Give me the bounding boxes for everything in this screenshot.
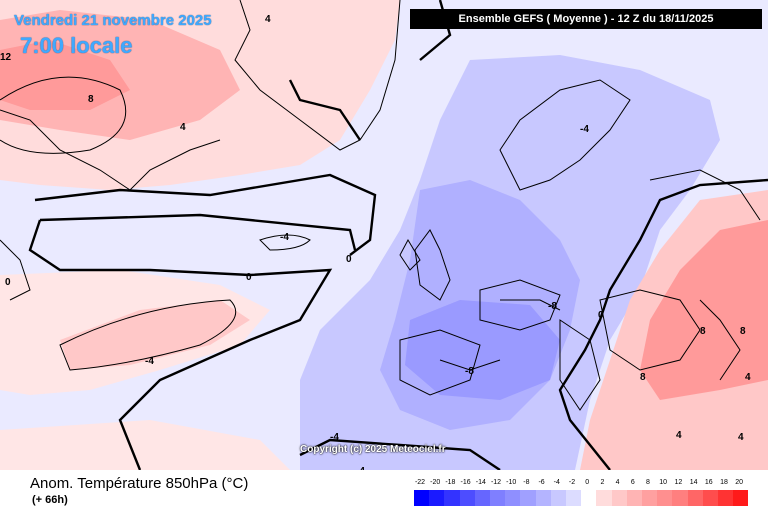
scale-label: 18 xyxy=(720,479,728,486)
scale-label: 4 xyxy=(615,479,620,486)
scale-label: 14 xyxy=(689,479,698,486)
scale-label: -4 xyxy=(553,479,560,486)
color-scale-labels: -22 -20 -18 -16 -14 -12 -10 -8 -6 -4 -2 0 2 4 6 8 10 12 14… xyxy=(414,479,750,489)
scale-label: -10 xyxy=(506,479,517,486)
scale-label: -12 xyxy=(490,479,502,486)
scale-swatch xyxy=(535,490,551,506)
contour-label: -4 xyxy=(330,432,339,443)
contour-label: -8 xyxy=(548,301,557,312)
contour-label: 12 xyxy=(0,52,12,63)
warm-area-east-core xyxy=(640,220,768,400)
scale-label: -22 xyxy=(414,479,426,486)
contour-label: 4 xyxy=(180,122,186,133)
contour-labels: 4 8 4 -4 0 0 -4 -4 -8 -8 0 8 8 8 4 4 -4 … xyxy=(0,14,751,470)
scale-label: 20 xyxy=(735,479,744,486)
scale-swatch xyxy=(429,490,445,506)
contour-label: -8 xyxy=(465,366,474,377)
copyright-notice: Copyright (c) 2025 Meteociel.fr xyxy=(300,444,446,455)
scale-label: 12 xyxy=(674,479,683,486)
forecast-lead-time: (+ 66h) xyxy=(32,494,68,506)
contour-label: -4 xyxy=(356,466,365,470)
legend-title: Anom. Température 850hPa (°C) xyxy=(30,475,249,492)
cold-area-europe-core xyxy=(405,300,560,400)
scale-swatch xyxy=(702,490,718,506)
scale-swatch xyxy=(642,490,658,506)
contour-label: 8 xyxy=(700,326,706,337)
warm-area-atlantic-west-core xyxy=(60,300,250,370)
scale-swatch xyxy=(687,490,703,506)
scale-swatch xyxy=(581,490,597,506)
model-run-banner: Ensemble GEFS ( Moyenne ) - 12 Z du 18/1… xyxy=(410,9,762,29)
scale-swatch xyxy=(611,490,627,506)
thin-contours xyxy=(0,76,741,381)
scale-swatch xyxy=(733,490,749,506)
contour-label: 0 xyxy=(346,254,352,265)
contour-label: 8 xyxy=(640,372,646,383)
scale-label: 8 xyxy=(646,479,650,486)
contour-label: -4 xyxy=(280,232,289,243)
contour-label: -4 xyxy=(580,124,589,135)
scale-swatch xyxy=(672,490,688,506)
contour-label: 4 xyxy=(265,14,271,25)
scale-swatch xyxy=(444,490,460,506)
scale-label: -8 xyxy=(523,479,530,486)
contour-label: 4 xyxy=(676,430,682,441)
warm-area-southwest xyxy=(0,420,290,470)
contour-label: 0 xyxy=(5,277,11,288)
scale-label: -20 xyxy=(430,479,441,486)
scale-label: -2 xyxy=(568,479,576,486)
color-scale xyxy=(414,490,750,506)
scale-swatch xyxy=(474,490,490,506)
scale-swatch xyxy=(414,490,430,506)
contour-label: -4 xyxy=(145,356,154,367)
warm-area-greenland-max xyxy=(0,40,130,110)
contour-label: 0 xyxy=(246,272,252,283)
scale-label: -6 xyxy=(538,479,545,486)
contour-label: 8 xyxy=(88,94,94,105)
scale-label: 10 xyxy=(659,479,668,486)
coastlines xyxy=(0,0,761,411)
scale-swatch xyxy=(490,490,506,506)
scale-swatch xyxy=(657,490,673,506)
contour-label: 4 xyxy=(745,372,751,383)
scale-label: 2 xyxy=(600,479,605,486)
scale-swatch xyxy=(459,490,475,506)
zero-contours xyxy=(28,0,768,470)
scale-swatch xyxy=(550,490,566,506)
contour-label: 0 xyxy=(598,310,604,321)
scale-swatch xyxy=(566,490,582,506)
contour-label: 8 xyxy=(740,326,746,337)
scale-label: 6 xyxy=(630,479,635,486)
scale-swatch xyxy=(626,490,642,506)
scale-swatch xyxy=(505,490,521,506)
scale-label: -18 xyxy=(445,479,456,486)
contour-label: 4 xyxy=(738,432,744,443)
scale-label: -14 xyxy=(475,479,486,486)
scale-label: 0 xyxy=(585,479,590,486)
scale-label: 16 xyxy=(704,479,713,486)
forecast-time: 7:00 locale xyxy=(20,33,133,58)
forecast-date: Vendredi 21 novembre 2025 xyxy=(14,12,212,29)
scale-swatch xyxy=(520,490,536,506)
temperature-anomaly-map: 4 8 4 -4 0 0 -4 -4 -8 -8 0 8 8 8 4 4 -4 … xyxy=(0,0,768,470)
scale-label: -16 xyxy=(460,479,471,486)
scale-swatch xyxy=(596,490,612,506)
scale-swatch xyxy=(718,490,734,506)
